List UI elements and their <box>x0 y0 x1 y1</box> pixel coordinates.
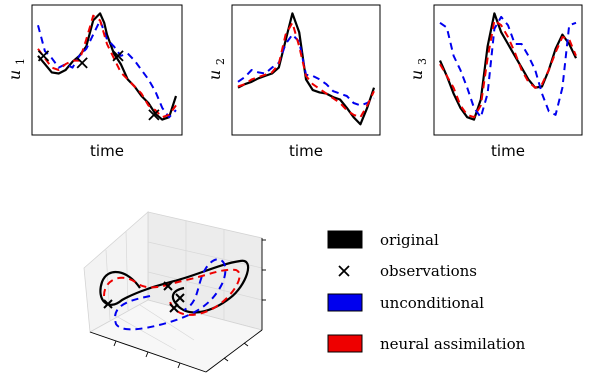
series-neural-assimilation-u2 <box>237 21 375 119</box>
observation-marker <box>76 57 88 69</box>
legend-entry-neural-assimilation: neural assimilation <box>327 334 526 353</box>
panel-u1: time u 1 <box>5 4 183 160</box>
legend-marker-x <box>338 265 350 277</box>
svg-text:2: 2 <box>214 58 227 65</box>
observation-marker <box>112 50 124 62</box>
trajectory-unconditional-3d <box>114 258 227 331</box>
trajectory-neural-3d <box>103 268 241 316</box>
svg-text:u: u <box>5 70 24 80</box>
xlabel-u3: time <box>491 142 525 160</box>
legend-entry-unconditional: unconditional <box>327 293 484 312</box>
series-neural-assimilation-u3 <box>439 19 577 119</box>
axes-frame-u1 <box>31 4 183 136</box>
axis-edges-3d <box>89 238 266 373</box>
legend-entry-original: original <box>327 230 439 249</box>
svg-text:3: 3 <box>416 58 429 65</box>
series-original-u1 <box>37 12 178 121</box>
observation-markers-3d <box>103 281 185 313</box>
legend: original observations unconditional neur… <box>327 230 526 353</box>
series-original-u3 <box>438 12 577 121</box>
svg-text:u: u <box>407 70 426 80</box>
xlabel-u2: time <box>289 142 323 160</box>
legend-label-neural-assimilation: neural assimilation <box>380 335 526 353</box>
legend-swatch-neural-assimilation <box>327 334 363 353</box>
svg-text:1: 1 <box>14 58 27 65</box>
ylabel-u2: u 2 <box>205 58 227 80</box>
observation-marker <box>37 50 50 62</box>
legend-entry-observations: observations <box>338 262 477 280</box>
series-unconditional-u1 <box>37 19 177 119</box>
observation-marker <box>148 109 160 121</box>
series-unconditional-u3 <box>439 15 577 119</box>
legend-label-unconditional: unconditional <box>380 294 484 312</box>
legend-label-observations: observations <box>380 262 477 280</box>
legend-label-original: original <box>380 231 439 249</box>
legend-swatch-original <box>327 230 363 249</box>
svg-text:u: u <box>205 70 224 80</box>
xlabel-u1: time <box>90 142 124 160</box>
panel-u2: time u 2 <box>205 4 381 160</box>
trajectory-original-3d <box>99 259 250 314</box>
ylabel-u3: u 3 <box>407 58 429 80</box>
ylabel-u1: u 1 <box>5 58 27 80</box>
legend-swatch-unconditional <box>327 293 363 312</box>
series-neural-assimilation-u1 <box>37 14 177 119</box>
phase-space-3d <box>83 211 266 373</box>
panel-u3: time u 3 <box>407 4 583 160</box>
